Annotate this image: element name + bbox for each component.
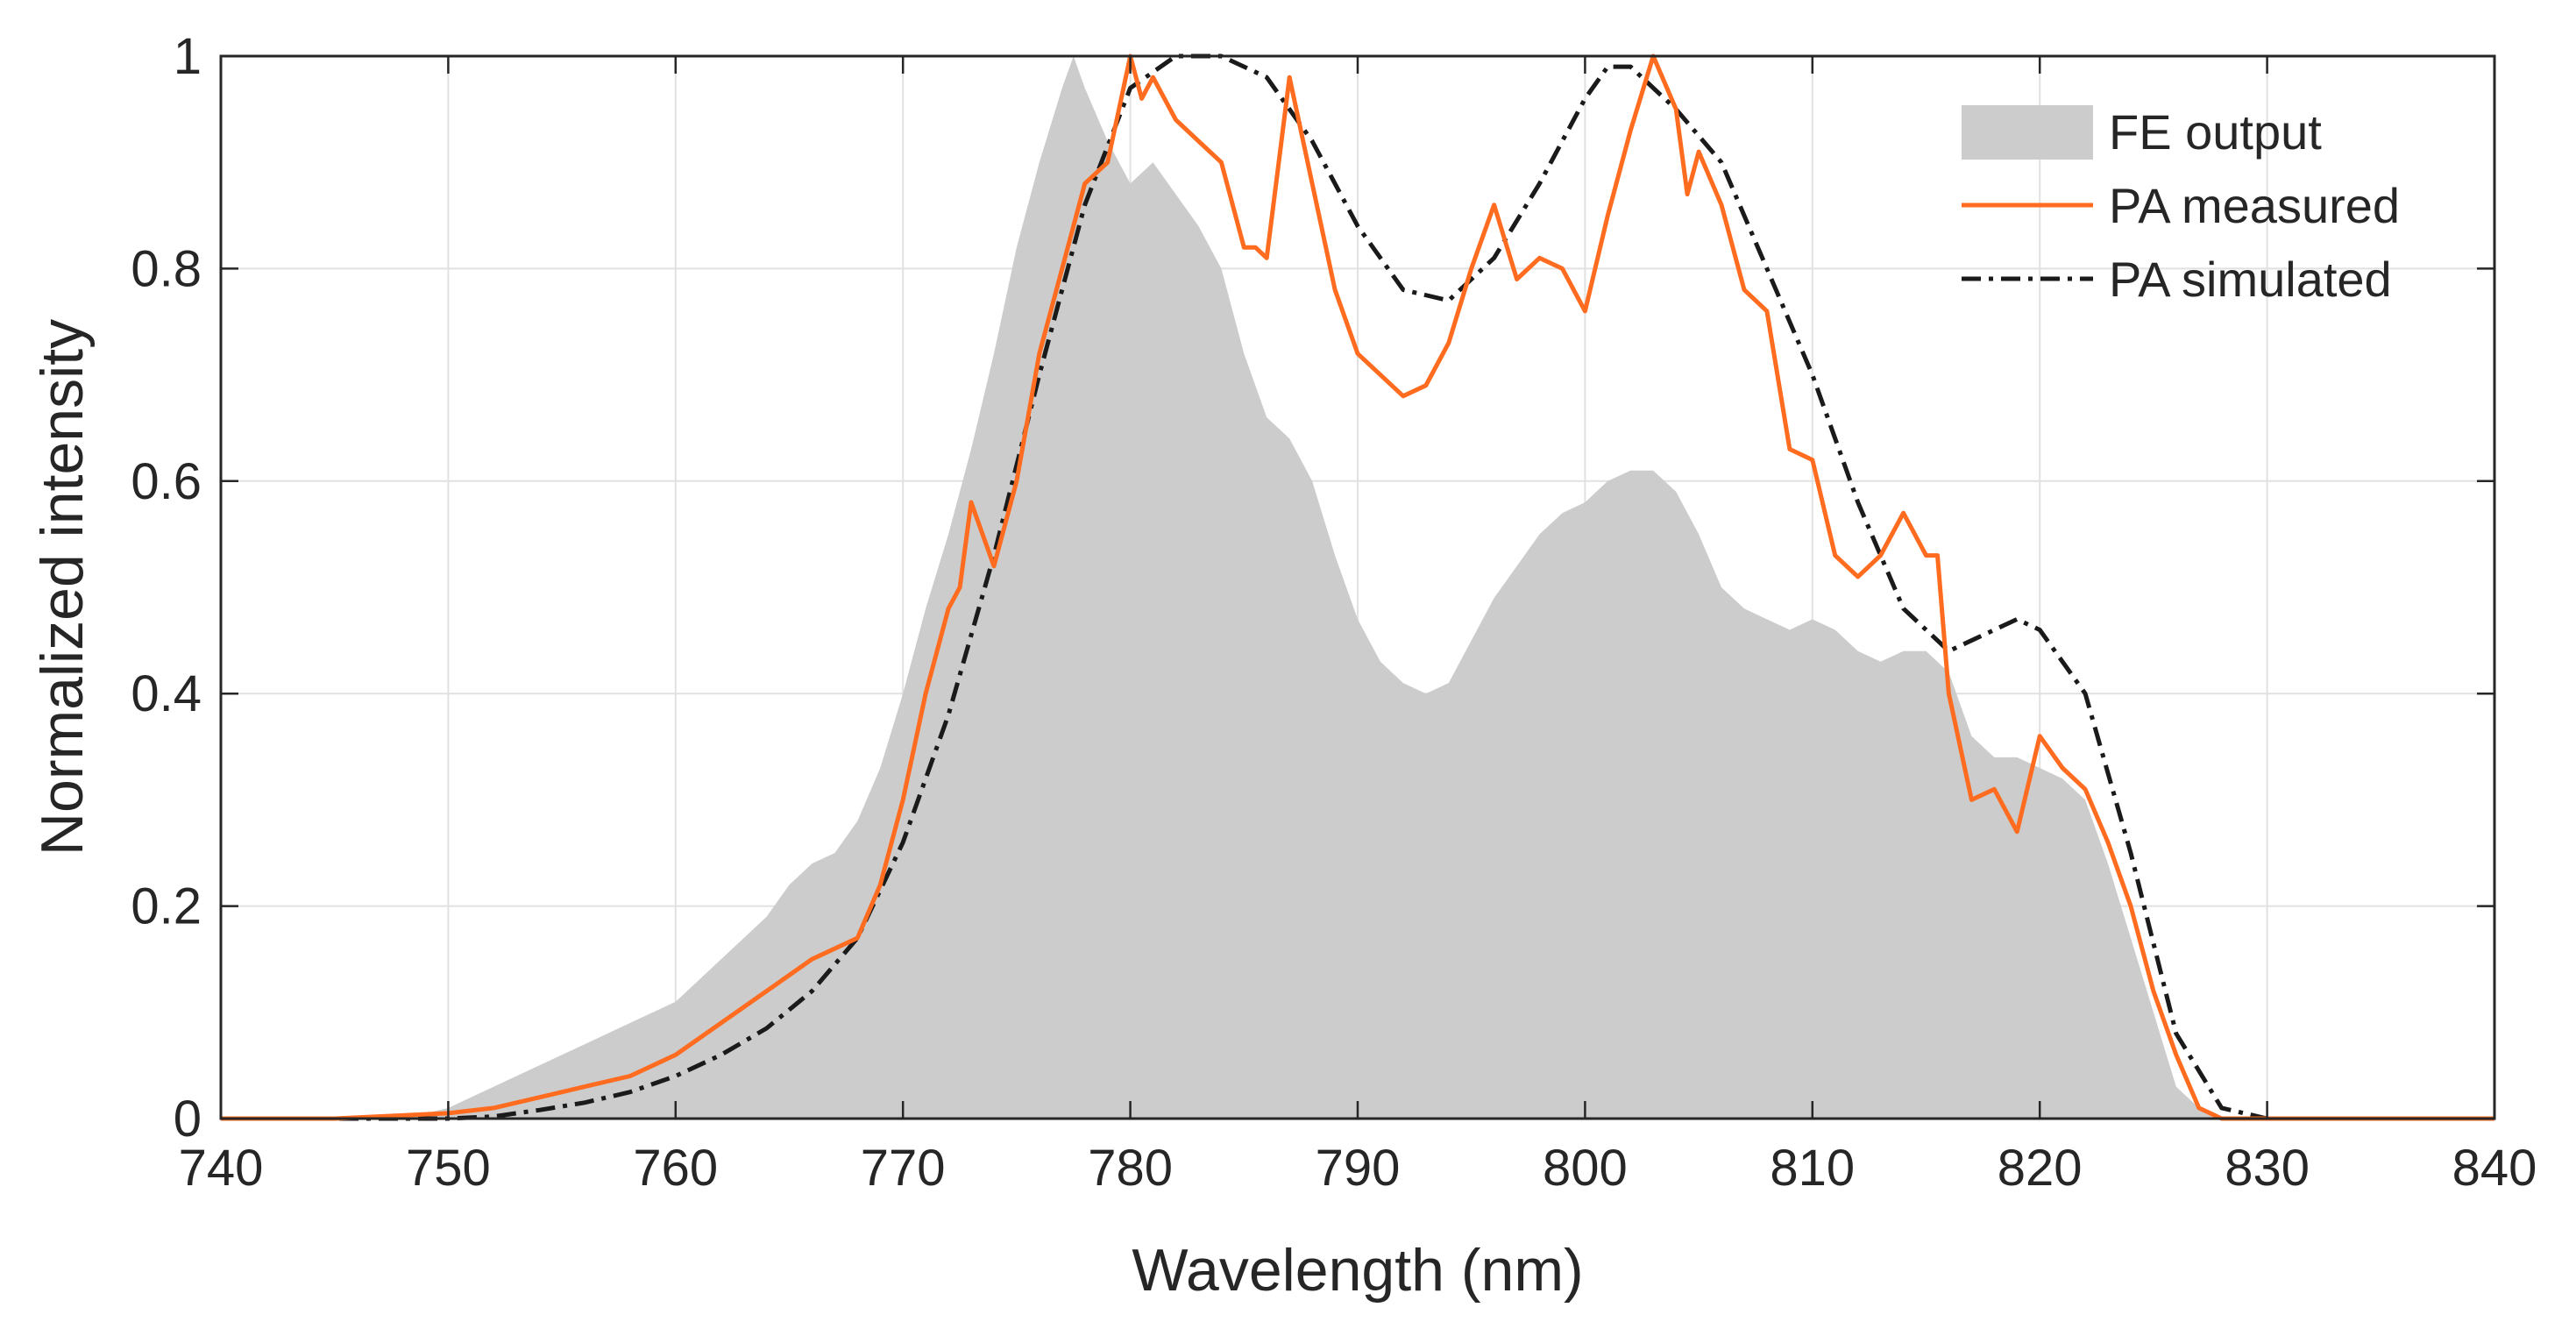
x-tick-label: 750 [406, 1140, 491, 1197]
x-tick-label: 760 [633, 1140, 718, 1197]
series-layer [221, 53, 2494, 1121]
y-tick-label: 0.6 [131, 453, 202, 510]
x-tick-labels: 740 750 760 770 780 790 800 810 820 830 840 [179, 1140, 2537, 1197]
x-tick-label: 820 [1998, 1140, 2083, 1197]
y-tick-label: 1 [174, 28, 202, 85]
legend-label-pa-measured: PA measured [2109, 178, 2400, 233]
x-tick-label: 740 [179, 1140, 264, 1197]
legend: FE output PA measured PA simulated [1962, 104, 2400, 307]
y-tick-label: 0.2 [131, 878, 202, 935]
series-pa-simulated-line [221, 53, 2494, 1121]
x-tick-label: 790 [1316, 1140, 1401, 1197]
y-tick-label: 0.4 [131, 665, 202, 722]
x-tick-label: 800 [1543, 1140, 1628, 1197]
legend-swatch-fe-output [1962, 105, 2093, 160]
series-fe-output-area [221, 56, 2494, 1119]
x-axis-label: Wavelength (nm) [1132, 1237, 1583, 1304]
series-pa-measured-line [221, 53, 2494, 1121]
x-tick-label: 830 [2225, 1140, 2310, 1197]
legend-label-fe-output: FE output [2109, 104, 2322, 160]
x-tick-label: 840 [2452, 1140, 2537, 1197]
legend-label-pa-simulated: PA simulated [2109, 252, 2392, 307]
x-tick-label: 770 [861, 1140, 946, 1197]
y-tick-label: 0 [174, 1091, 202, 1148]
y-axis-label: Normalized intensity [29, 319, 96, 856]
x-tick-label: 810 [1770, 1140, 1855, 1197]
x-tick-label: 780 [1088, 1140, 1173, 1197]
tick-marks [219, 54, 2496, 1120]
y-tick-labels: 0 0.2 0.4 0.6 0.8 1 [131, 28, 202, 1148]
y-tick-label: 0.8 [131, 240, 202, 297]
